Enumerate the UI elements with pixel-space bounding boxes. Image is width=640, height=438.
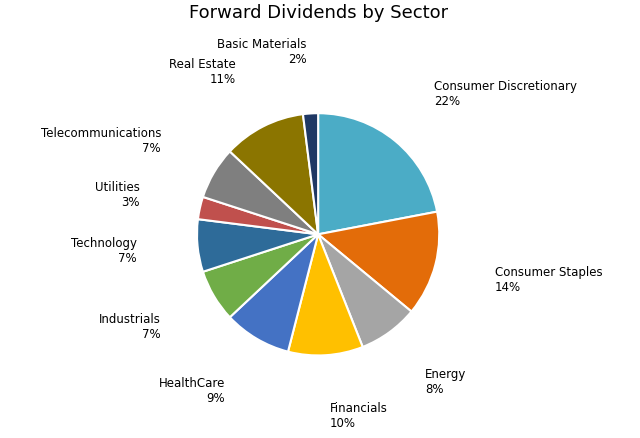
Wedge shape: [230, 114, 318, 234]
Wedge shape: [318, 212, 439, 311]
Wedge shape: [203, 152, 318, 234]
Wedge shape: [318, 113, 437, 234]
Wedge shape: [203, 234, 318, 317]
Text: Telecommunications
7%: Telecommunications 7%: [40, 127, 161, 155]
Text: Basic Materials
2%: Basic Materials 2%: [217, 38, 307, 66]
Wedge shape: [318, 234, 412, 347]
Wedge shape: [198, 197, 318, 234]
Text: Industrials
7%: Industrials 7%: [99, 313, 161, 341]
Text: HealthCare
9%: HealthCare 9%: [159, 377, 225, 405]
Text: Real Estate
11%: Real Estate 11%: [168, 58, 236, 86]
Text: Technology
7%: Technology 7%: [70, 237, 136, 265]
Text: Consumer Discretionary
22%: Consumer Discretionary 22%: [435, 80, 577, 108]
Text: Financials
10%: Financials 10%: [330, 403, 387, 431]
Wedge shape: [303, 113, 318, 234]
Wedge shape: [230, 234, 318, 352]
Wedge shape: [197, 219, 318, 272]
Text: Utilities
3%: Utilities 3%: [95, 180, 140, 208]
Wedge shape: [288, 234, 363, 356]
Title: Forward Dividends by Sector: Forward Dividends by Sector: [189, 4, 448, 22]
Text: Energy
8%: Energy 8%: [426, 368, 467, 396]
Text: Consumer Staples
14%: Consumer Staples 14%: [495, 266, 602, 294]
